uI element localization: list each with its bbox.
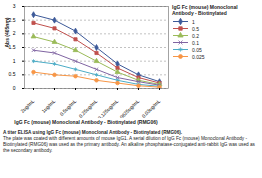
html-text:0.2: 0.2	[192, 32, 199, 39]
svg-text:1: 1	[13, 58, 16, 64]
svg-text:0.03ug/mL: 0.03ug/mL	[140, 98, 161, 118]
svg-text:0.5ug/mL: 0.5ug/mL	[58, 98, 77, 117]
html-text:IgG Fc (mouse) Monoclonal Anti: IgG Fc (mouse) Monoclonal Antibody - Bio…	[172, 4, 238, 16]
html-text:0.1: 0.1	[192, 39, 199, 46]
svg-text:0.25ug/mL: 0.25ug/mL	[77, 98, 98, 118]
html-text:The plate was coated with diff: The plate was coated with different amou…	[3, 136, 255, 153]
html-text:A titer ELISA using IgG Fc (mo: A titer ELISA using IgG Fc (mouse) Monoc…	[3, 130, 183, 135]
svg-text:1.5: 1.5	[8, 44, 16, 51]
svg-text:0.125ug/mL: 0.125ug/mL	[96, 98, 119, 118]
svg-text:0.5: 0.5	[9, 71, 16, 77]
html-text:IgG Fc (mouse) Monoclonal Anti: IgG Fc (mouse) Monoclonal Antibody - Bio…	[14, 119, 158, 125]
svg-text:0.0625ug/mL: 0.0625ug/mL	[115, 98, 140, 118]
html-text:0.5: 0.5	[192, 25, 199, 32]
svg-text:0: 0	[13, 85, 16, 91]
svg-text:2ug/mL: 2ug/mL	[19, 98, 35, 114]
html-text:0.025: 0.025	[192, 53, 205, 60]
svg-text:1ug/mL: 1ug/mL	[40, 98, 56, 114]
html-text:0.05: 0.05	[192, 46, 202, 53]
svg-text:2: 2	[13, 30, 16, 36]
svg-text:2.5: 2.5	[8, 16, 16, 23]
html-text:1: 1	[192, 18, 195, 25]
svg-text:Abs (405nm): Abs (405nm)	[4, 17, 10, 47]
svg-text:3: 3	[13, 3, 16, 9]
